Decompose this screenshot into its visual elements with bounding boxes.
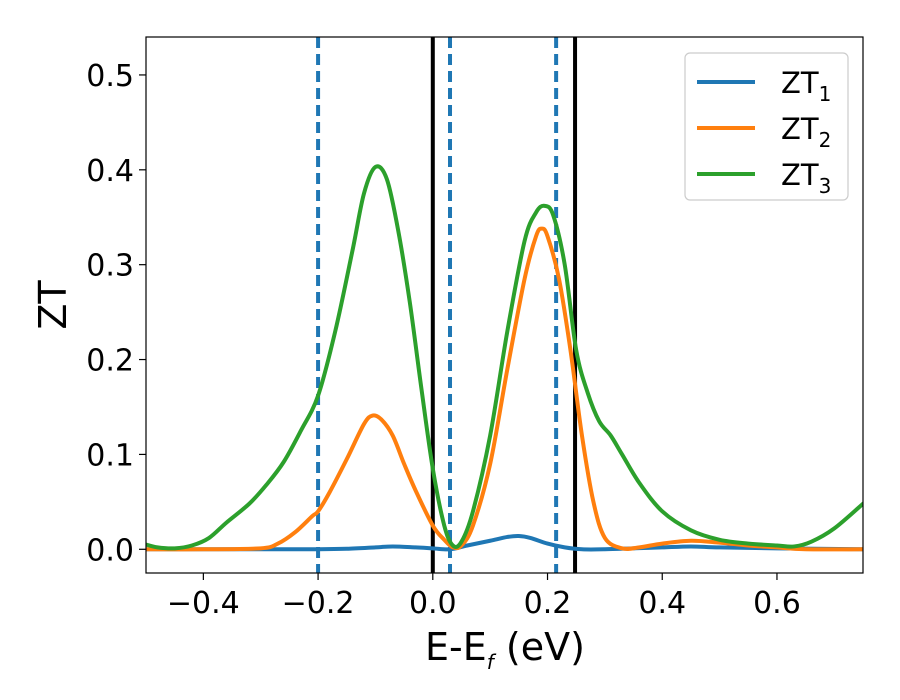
x-tick-label: 0.6 [753, 586, 801, 621]
y-tick-label: 0.0 [86, 533, 134, 568]
legend-entry: ZT3 [697, 158, 831, 198]
vertical-reference-lines [316, 37, 578, 573]
y-tick-label: 0.1 [86, 438, 134, 473]
legend-label-main: ZT [781, 158, 819, 192]
axes-frame [145, 36, 864, 574]
axes [145, 36, 864, 574]
ticks: −0.4 −0.2 0.0 0.2 0.4 0.6 0.0 0.1 0.2 0.3 0.4 0.5 [86, 59, 801, 621]
series-line-zt1 [146, 533, 863, 552]
series-lines [146, 164, 863, 552]
series-line-zt2 [146, 226, 863, 552]
x-tick-label: 0.2 [524, 586, 572, 621]
x-axis-label-sub: f [487, 650, 497, 674]
legend-label: ZT2 [781, 112, 831, 152]
y-tick-label: 0.4 [86, 154, 134, 189]
legend-box [684, 52, 849, 201]
legend-entry: ZT2 [697, 112, 831, 152]
x-tick-label: −0.4 [167, 586, 240, 621]
series-line-zt3 [146, 164, 863, 551]
legend-label-sub: 2 [819, 128, 832, 152]
legend-label-main: ZT [781, 112, 819, 146]
legend-label-sub: 1 [819, 82, 832, 106]
x-tick-label: 0.4 [638, 586, 686, 621]
x-axis-label-main: E-E [425, 625, 487, 669]
y-tick-label: 0.5 [86, 59, 134, 94]
legend-label: ZT1 [781, 66, 831, 106]
legend-label: ZT3 [781, 158, 831, 198]
y-axis-label: ZT [31, 280, 75, 330]
y-tick-label: 0.2 [86, 344, 134, 379]
legend-label-sub: 3 [819, 174, 832, 198]
legend-label-main: ZT [781, 66, 819, 100]
x-tick-label: 0.0 [409, 586, 457, 621]
y-tick-label: 0.3 [86, 249, 134, 284]
x-tick-label: −0.2 [282, 586, 355, 621]
x-axis-label-unit: (eV) [494, 625, 585, 669]
legend-entry: ZT1 [697, 66, 831, 106]
x-axis-label: E-Ef (eV) [425, 625, 585, 674]
